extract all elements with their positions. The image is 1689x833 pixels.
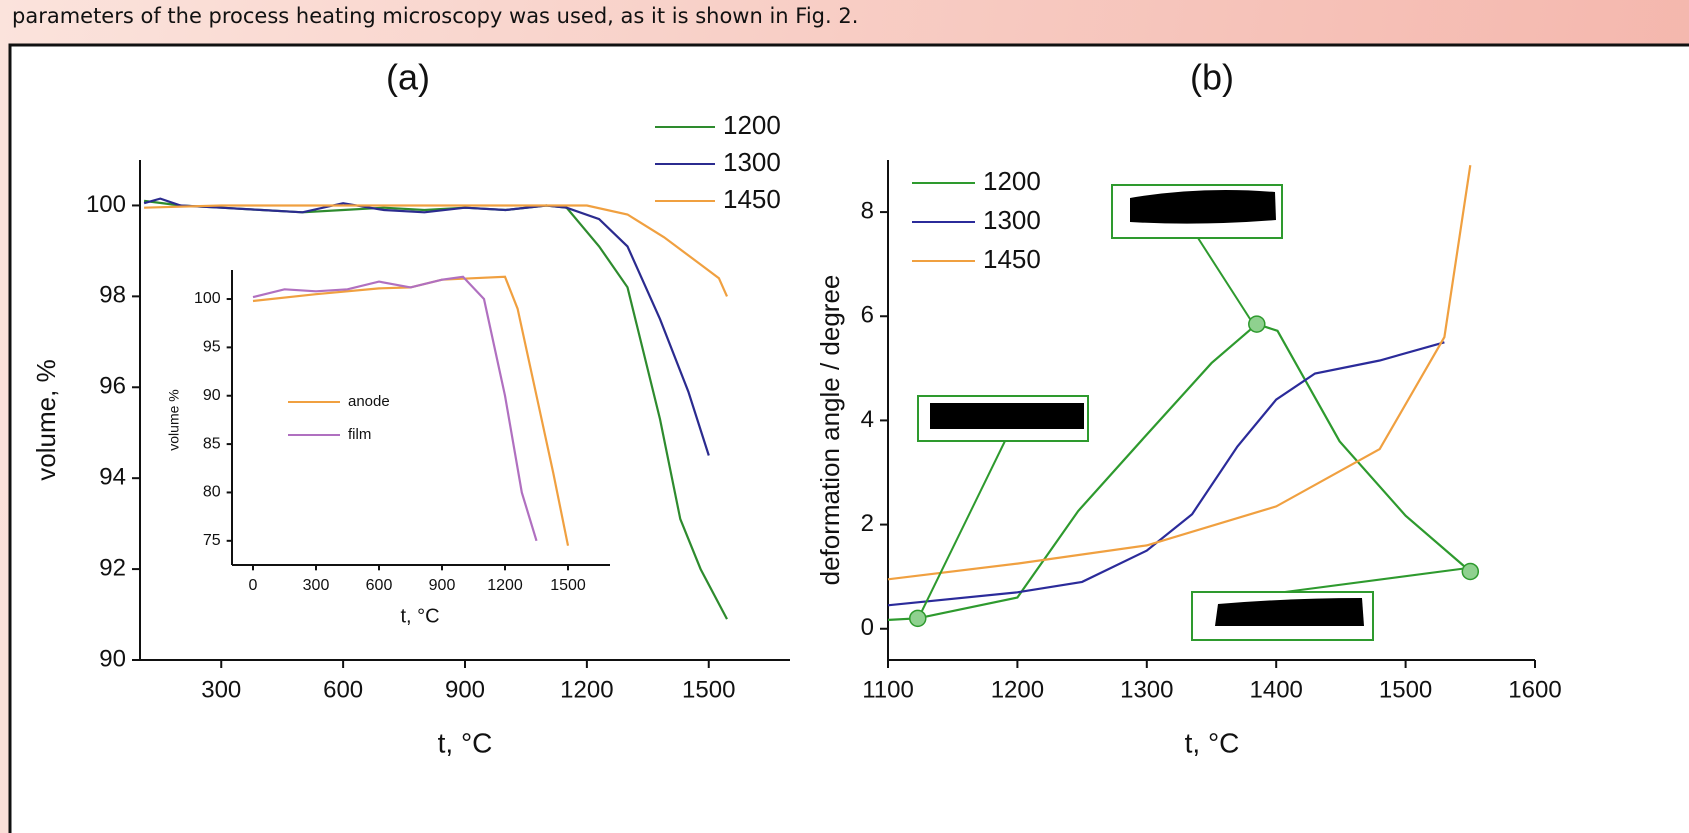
- y-tick-label: 95: [203, 339, 221, 356]
- x-tick-label: 0: [249, 577, 258, 594]
- x-tick-label: 1200: [560, 677, 613, 704]
- connector: [918, 440, 1006, 618]
- legend-label: 1300: [723, 147, 781, 177]
- line-series: [252, 275, 570, 546]
- x-axis-label: t, °C: [438, 727, 493, 758]
- x-tick-label: 600: [323, 677, 363, 704]
- x-tick-label: 1500: [682, 677, 735, 704]
- y-tick-label: 98: [99, 282, 126, 309]
- line-series: [887, 165, 1472, 581]
- sample-shape: [1215, 598, 1364, 626]
- x-tick-label: 600: [366, 577, 393, 594]
- y-axis-label: volume, %: [31, 359, 61, 480]
- legend-label: 1200: [723, 110, 781, 140]
- line-series: [887, 341, 1445, 607]
- x-tick-label: 300: [201, 677, 241, 704]
- connector: [1284, 567, 1469, 593]
- chart-title: (b): [1190, 57, 1234, 98]
- line-series: [143, 197, 710, 456]
- x-tick-label: 1300: [1120, 677, 1173, 704]
- x-tick-label: 300: [303, 577, 330, 594]
- x-tick-label: 1600: [1508, 677, 1561, 704]
- deformation-images: [917, 184, 1469, 641]
- sample-shape: [930, 403, 1084, 429]
- x-axis-label: t, °C: [1185, 727, 1240, 758]
- legend-label: anode: [348, 393, 390, 410]
- y-tick-label: 92: [99, 554, 126, 581]
- highlight-point: [909, 609, 927, 628]
- sample-shape: [1130, 190, 1276, 224]
- x-tick-label: 1500: [1379, 677, 1432, 704]
- x-tick-label: 900: [429, 577, 456, 594]
- y-tick-label: 96: [99, 373, 126, 400]
- highlight-point: [1461, 562, 1480, 581]
- line-series: [144, 204, 729, 297]
- legend-label: 1300: [983, 205, 1041, 235]
- x-tick-label: 900: [445, 677, 485, 704]
- legend-label: film: [348, 426, 371, 443]
- y-tick-label: 6: [861, 302, 874, 329]
- body-text: parameters of the process heating micros…: [12, 4, 858, 28]
- connector: [1197, 237, 1253, 323]
- x-tick-label: 1400: [1250, 677, 1303, 704]
- highlight-point: [1248, 315, 1266, 333]
- line-series: [252, 275, 538, 542]
- y-tick-label: 0: [861, 614, 874, 641]
- x-axis-label: t, °C: [400, 605, 439, 627]
- y-tick-label: 100: [86, 191, 126, 218]
- y-tick-label: 80: [203, 484, 221, 501]
- y-axis-label: volume %: [166, 389, 182, 450]
- y-tick-label: 85: [203, 435, 221, 452]
- legend-label: 1450: [983, 244, 1041, 274]
- y-tick-label: 100: [194, 290, 221, 307]
- y-tick-label: 94: [99, 464, 126, 491]
- y-tick-label: 90: [99, 645, 126, 672]
- y-tick-label: 4: [861, 406, 874, 433]
- legend-label: 1450: [723, 184, 781, 214]
- y-tick-label: 90: [203, 387, 221, 404]
- legend-label: 1200: [983, 166, 1041, 196]
- x-tick-label: 1100: [862, 677, 914, 704]
- y-tick-label: 75: [203, 532, 221, 549]
- chart-title: (a): [386, 57, 430, 98]
- line-series: [887, 322, 1472, 621]
- x-tick-label: 1200: [487, 577, 523, 594]
- y-axis-label: deformation angle / degree: [815, 275, 845, 586]
- x-tick-label: 1200: [991, 677, 1044, 704]
- y-tick-label: 8: [861, 197, 874, 224]
- figure-frame: [8, 43, 1689, 833]
- x-tick-label: 1500: [550, 577, 586, 594]
- y-tick-label: 2: [861, 510, 874, 537]
